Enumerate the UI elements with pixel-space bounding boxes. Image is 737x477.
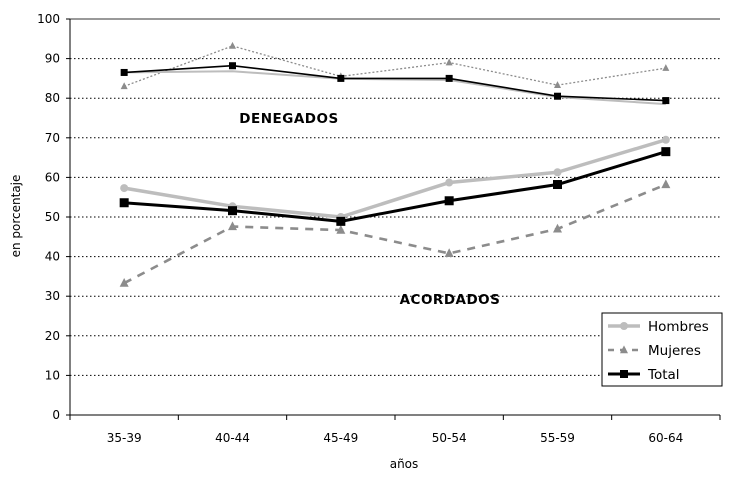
series-line-hombres-denegados <box>124 70 666 106</box>
x-tick-label-45-49: 45-49 <box>323 431 358 445</box>
series-mujeres-denegados <box>120 41 670 90</box>
y-tick-label-30: 30 <box>45 289 60 303</box>
legend-item-mujeres: Mujeres <box>608 343 701 359</box>
point-mujeres-denegados-35-39 <box>120 82 128 90</box>
point-total-acordados-40-44 <box>228 206 237 216</box>
legend-marker-total <box>620 370 628 378</box>
point-hombres-acordados-60-64 <box>661 135 670 144</box>
legend-marker-hombres <box>620 322 628 330</box>
point-mujeres-denegados-40-44 <box>229 41 236 49</box>
point-total-denegados-40-44 <box>229 62 236 70</box>
x-tick-label-40-44: 40-44 <box>215 431 250 445</box>
series-line-mujeres-acordados <box>123 183 667 285</box>
point-total-acordados-50-54 <box>444 196 454 206</box>
gridlines <box>70 18 720 376</box>
point-total-acordados-60-64 <box>661 147 671 157</box>
legend-label-mujeres: Mujeres <box>648 343 701 359</box>
annotation-denegados: DENEGADOS <box>239 111 338 127</box>
x-tick-label-55-59: 55-59 <box>540 431 575 445</box>
x-tick-label-35-39: 35-39 <box>107 431 142 445</box>
point-total-acordados-35-39 <box>119 198 129 208</box>
series-layer <box>119 41 671 287</box>
x-axis-title: años <box>390 457 419 471</box>
legend-item-total: Total <box>608 367 680 383</box>
legend-marker-mujeres <box>620 345 628 354</box>
series-mujeres-acordados <box>119 179 671 287</box>
point-mujeres-acordados-50-54 <box>444 248 454 258</box>
y-tick-label-90: 90 <box>45 52 60 66</box>
annotation-acordados: ACORDADOS <box>400 292 501 308</box>
y-tick-label-20: 20 <box>45 329 60 343</box>
y-tick-label-10: 10 <box>45 368 60 382</box>
series-total-denegados <box>120 62 670 105</box>
series-total-acordados <box>119 147 671 226</box>
x-tick-label-60-64: 60-64 <box>648 431 683 445</box>
legend-label-hombres: Hombres <box>648 319 709 335</box>
y-tick-label-60: 60 <box>45 170 60 184</box>
series-line-mujeres-denegados <box>123 45 666 87</box>
point-hombres-acordados-35-39 <box>120 184 129 193</box>
series-line-total-acordados <box>124 150 667 223</box>
x-ticks: 35-39 40-44 45-49 50-54 55-59 60-64 <box>69 415 721 445</box>
y-tick-label-0: 0 <box>52 408 60 422</box>
point-mujeres-acordados-40-44 <box>228 221 237 231</box>
point-total-denegados-45-49 <box>337 74 345 82</box>
series-hombres-denegados <box>124 70 666 106</box>
point-mujeres-acordados-45-49 <box>336 224 346 234</box>
point-mujeres-denegados-50-54 <box>445 58 453 66</box>
point-mujeres-acordados-35-39 <box>119 277 129 287</box>
y-tick-label-70: 70 <box>45 131 60 145</box>
point-hombres-acordados-55-59 <box>553 168 562 177</box>
legend-label-total: Total <box>647 367 680 383</box>
point-total-acordados-45-49 <box>336 216 346 226</box>
point-total-denegados-55-59 <box>554 92 561 100</box>
series-line-hombres-acordados <box>123 138 667 219</box>
point-total-denegados-60-64 <box>662 97 670 105</box>
point-mujeres-denegados-55-59 <box>554 81 561 88</box>
point-hombres-acordados-50-54 <box>445 178 454 187</box>
y-tick-label-40: 40 <box>45 250 60 264</box>
point-mujeres-acordados-55-59 <box>553 223 562 233</box>
point-total-denegados-35-39 <box>120 68 128 76</box>
y-tick-label-100: 100 <box>37 12 60 26</box>
point-mujeres-denegados-60-64 <box>662 64 670 71</box>
point-total-acordados-55-59 <box>553 180 562 190</box>
y-ticks: 0 10 20 30 40 50 60 70 80 90 100 <box>37 12 70 422</box>
legend-item-hombres: Hombres <box>608 319 709 335</box>
series-line-total-denegados <box>124 64 666 102</box>
y-tick-label-80: 80 <box>45 91 60 105</box>
y-axis-title: en porcentaje <box>9 175 23 258</box>
point-total-denegados-50-54 <box>445 74 453 82</box>
y-tick-label-50: 50 <box>45 210 60 224</box>
x-tick-label-50-54: 50-54 <box>432 431 467 445</box>
legend: Hombres Mujeres Total <box>601 312 723 387</box>
point-mujeres-acordados-60-64 <box>661 179 671 189</box>
